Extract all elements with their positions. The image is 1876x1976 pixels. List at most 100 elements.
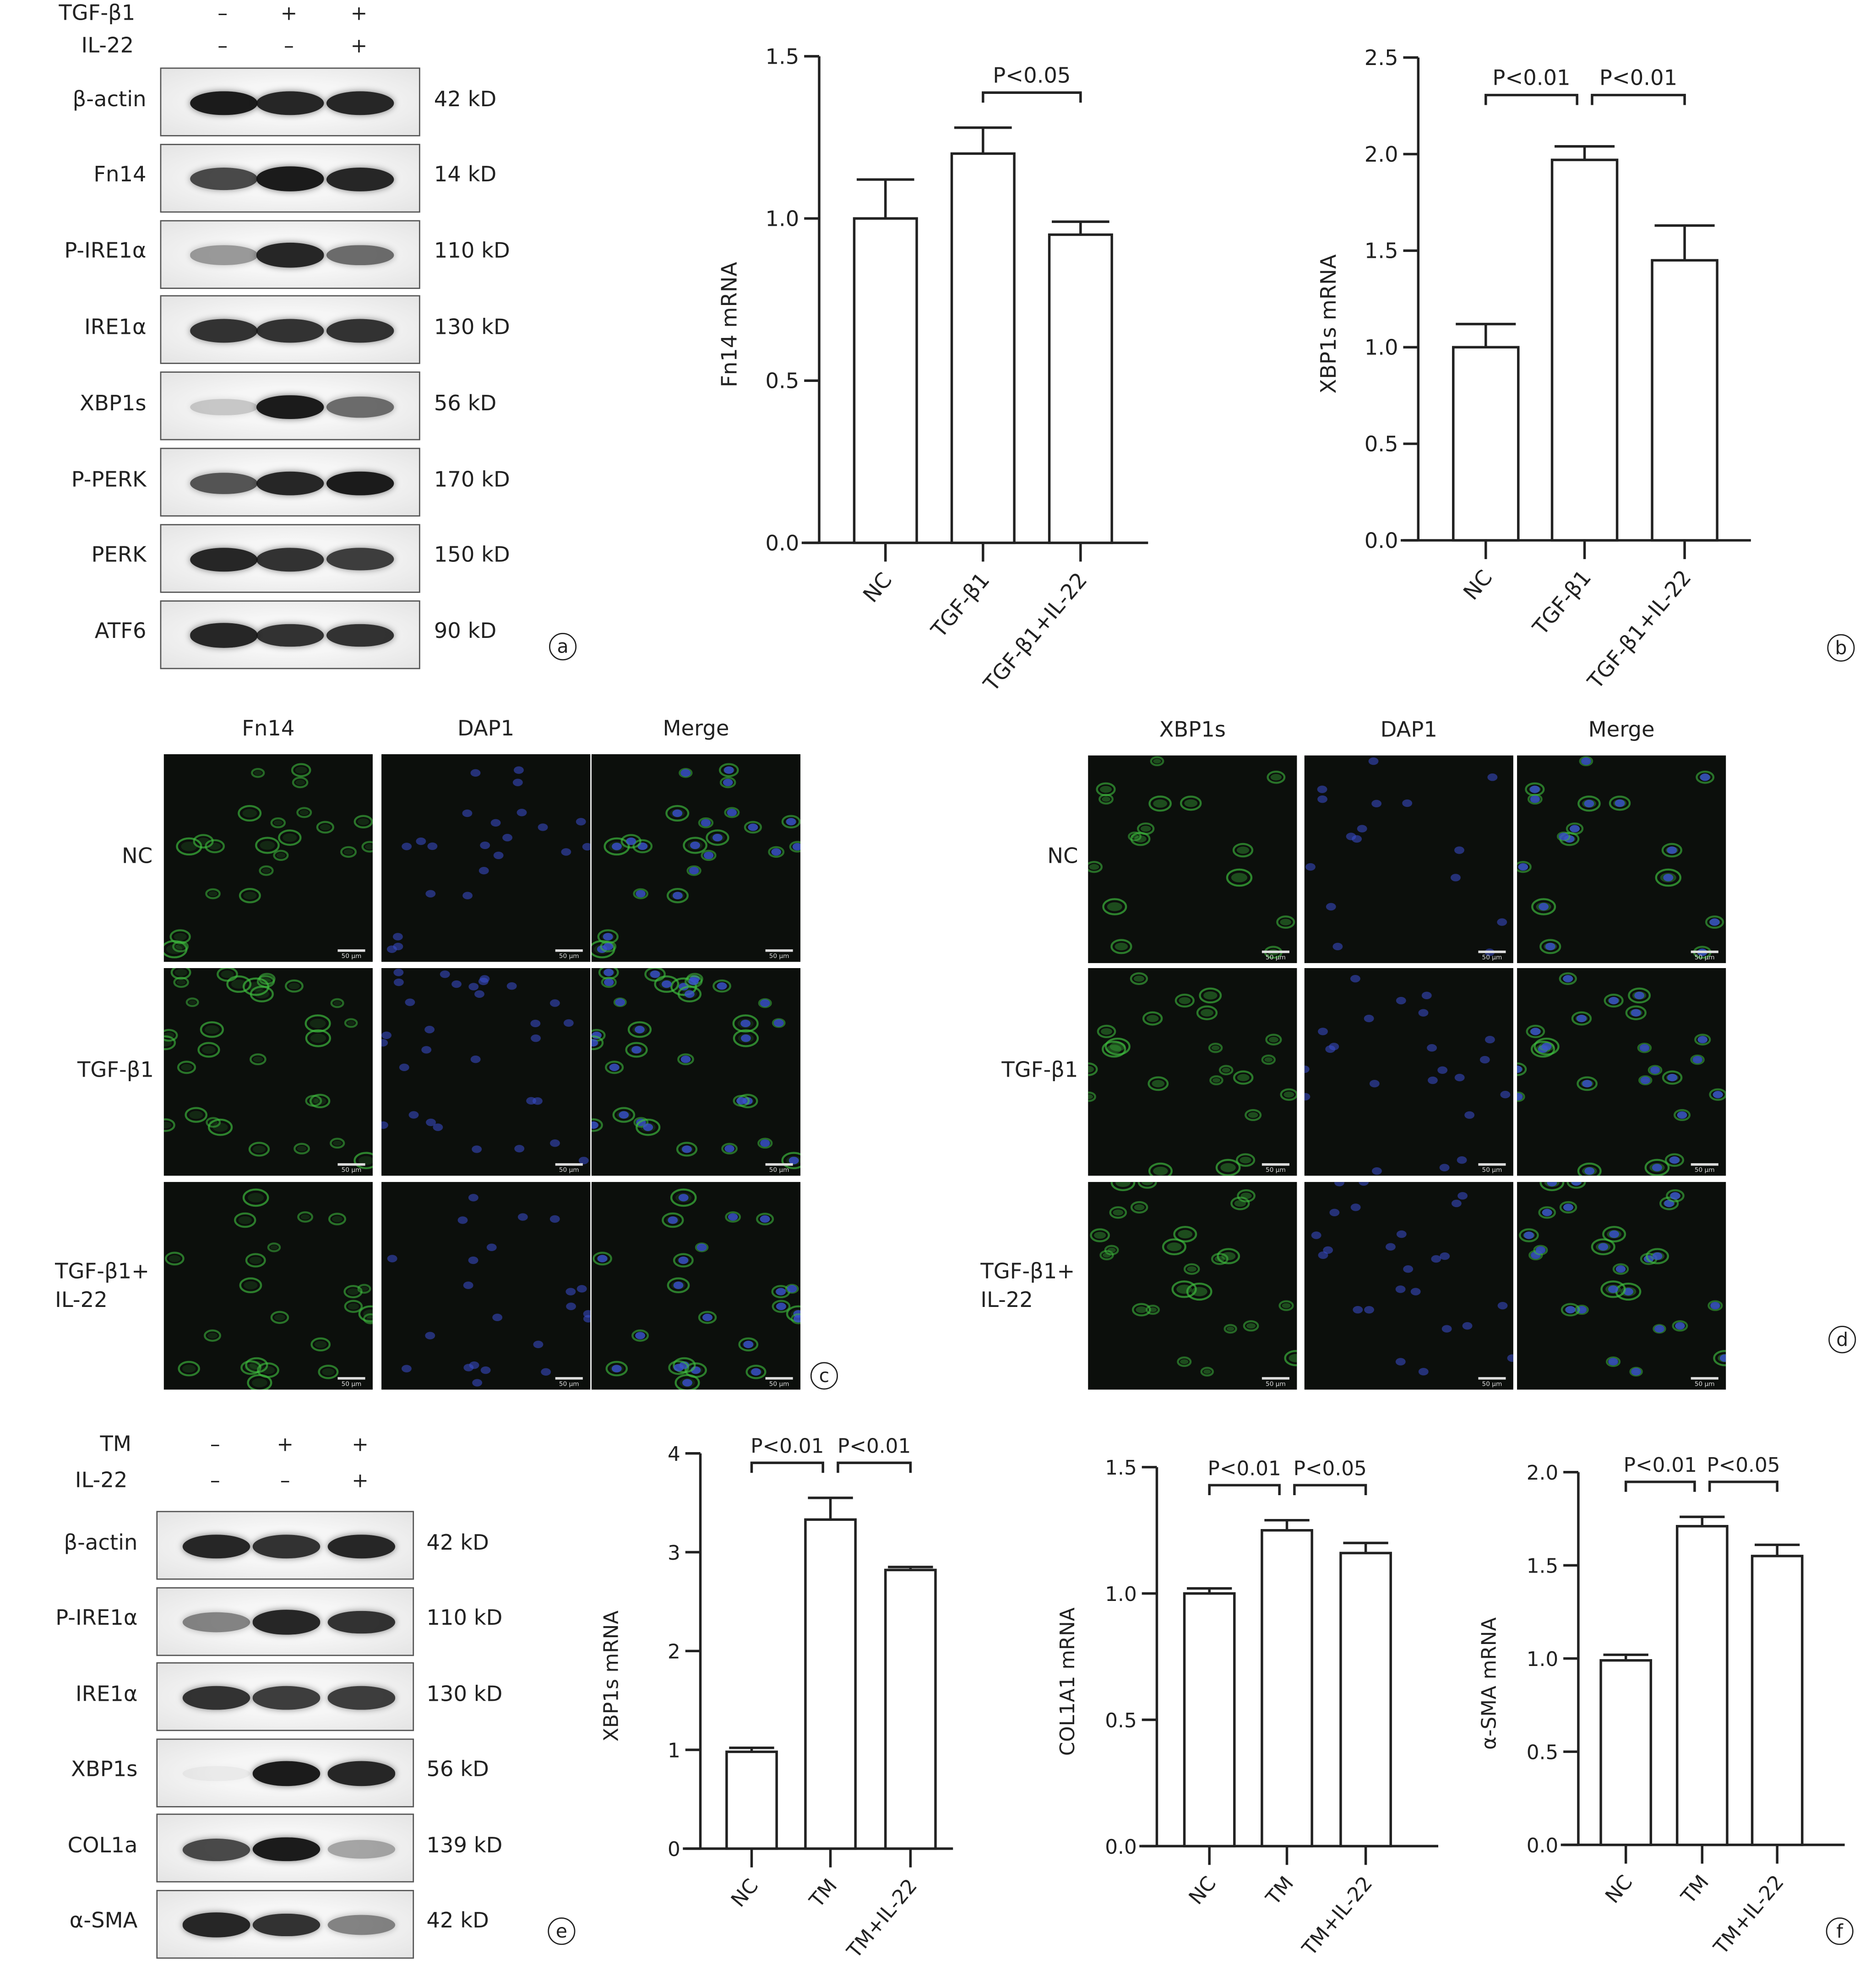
- y-axis-label: α-SMA mRNA: [1478, 1617, 1501, 1750]
- panel-label-d: d: [1828, 1326, 1856, 1354]
- scale-bar-label: 50 μm: [1482, 1381, 1502, 1388]
- protein-band: [326, 167, 394, 191]
- x-tick-label: TM: [1261, 1872, 1298, 1910]
- micrograph-merge: 50 μm: [1517, 1182, 1726, 1390]
- channel-header: XBP1s: [1159, 718, 1226, 743]
- molecular-weight: 139 kD: [426, 1833, 503, 1858]
- bar: [853, 217, 918, 544]
- scale-bar-label: 50 μm: [341, 953, 362, 961]
- protein-band: [182, 1913, 250, 1937]
- protein-band: [256, 91, 324, 115]
- molecular-weight: 42 kD: [426, 1530, 489, 1556]
- y-tick-label: 0.5: [1527, 1741, 1558, 1764]
- protein-band: [256, 243, 324, 267]
- protein-band: [256, 167, 324, 192]
- panel-label-e: e: [548, 1917, 576, 1945]
- protein-band: [327, 1686, 396, 1709]
- scale-bar-label: 50 μm: [1266, 1381, 1286, 1388]
- protein-label: IRE1α: [84, 315, 147, 340]
- blot-strip: [160, 371, 420, 441]
- treatment-label: TGF-β1: [59, 1, 136, 27]
- blot-strip: [160, 599, 420, 669]
- y-axis-label: XBP1s mRNA: [599, 1611, 623, 1742]
- molecular-weight: 90 kD: [434, 619, 497, 644]
- y-tick-label: 0: [668, 1838, 680, 1861]
- molecular-weight: 56 kD: [426, 1757, 489, 1783]
- molecular-weight: 110 kD: [434, 239, 510, 264]
- protein-band: [252, 1761, 321, 1786]
- y-axis-label: Fn14 mRNA: [717, 262, 742, 387]
- micrograph-xbp1s: 50 μm: [1088, 1182, 1297, 1390]
- blot-strip: [156, 1586, 414, 1655]
- y-tick-label: 2.0: [1365, 142, 1398, 167]
- scale-bar-label: 50 μm: [341, 1381, 362, 1388]
- bar: [1599, 1659, 1653, 1846]
- y-tick-label: 1.5: [1365, 239, 1398, 263]
- scale-bar: [555, 1163, 583, 1166]
- y-tick-label: 1.0: [1105, 1583, 1136, 1606]
- p-value-label: P<0.05: [993, 63, 1071, 87]
- protein-label: COL1a: [67, 1833, 138, 1858]
- significance-bracket: [750, 1461, 824, 1473]
- treatment-sign: +: [280, 1, 298, 25]
- p-value-label: P<0.01: [1492, 65, 1570, 90]
- condition-label: TGF-β1+ IL-22: [980, 1259, 1075, 1313]
- scale-bar-label: 50 μm: [559, 1381, 579, 1388]
- significance-bracket: [1293, 1484, 1367, 1496]
- scale-bar: [765, 1377, 793, 1380]
- p-value-label: P<0.01: [750, 1435, 824, 1458]
- protein-band: [256, 548, 324, 572]
- treatment-sign: –: [284, 33, 294, 58]
- scale-bar: [1691, 1163, 1718, 1166]
- molecular-weight: 42 kD: [434, 87, 497, 112]
- protein-band: [326, 91, 394, 115]
- scale-bar: [1478, 1163, 1506, 1166]
- protein-label: ATF6: [94, 619, 147, 644]
- scale-bar: [1262, 1377, 1289, 1380]
- y-tick-label: 1.0: [765, 206, 799, 231]
- micrograph-xbp1s: 50 μm: [1088, 968, 1297, 1176]
- panel-label-f: f: [1826, 1917, 1854, 1945]
- channel-header: DAP1: [457, 717, 515, 742]
- protein-band: [326, 319, 394, 343]
- y-tick-label: 2.5: [1365, 45, 1398, 70]
- bar-chart-2: 0 1 2 3 4 XBP1s mRNA NC TM TM+IL-22 P<0.01 P<0.01: [599, 1435, 953, 1963]
- scale-bar: [337, 949, 365, 952]
- bar: [804, 1518, 857, 1850]
- molecular-weight: 42 kD: [426, 1908, 489, 1934]
- protein-band: [252, 1610, 321, 1634]
- y-axis-label: COL1A1 mRNA: [1056, 1607, 1079, 1756]
- y-tick-label: 1.0: [1365, 335, 1398, 360]
- blot-strip: [156, 1662, 414, 1731]
- treatment-sign: +: [352, 1432, 369, 1456]
- micrograph-dap1: 50 μm: [1304, 755, 1513, 964]
- p-value-label: P<0.05: [1707, 1453, 1780, 1477]
- scale-bar: [555, 949, 583, 952]
- protein-label: XBP1s: [80, 391, 147, 416]
- scale-bar-label: 50 μm: [769, 1381, 789, 1388]
- bar: [725, 1750, 778, 1850]
- protein-band: [252, 1686, 321, 1709]
- x-tick-label: TM+IL-22: [842, 1874, 922, 1963]
- protein-band: [327, 1915, 396, 1935]
- scale-bar: [765, 949, 793, 952]
- protein-band: [256, 395, 324, 420]
- p-value-label: P<0.01: [837, 1435, 911, 1458]
- protein-label: P-PERK: [71, 467, 147, 492]
- blot-strip: [156, 1738, 414, 1807]
- y-tick-label: 0.0: [1365, 528, 1398, 553]
- treatment-sign: –: [210, 1468, 220, 1492]
- blot-strip: [156, 1511, 414, 1580]
- x-tick-label: TM: [805, 1874, 842, 1912]
- protein-band: [190, 168, 258, 191]
- protein-band: [190, 398, 258, 416]
- protein-band: [190, 472, 258, 495]
- p-value-label: P<0.05: [1294, 1457, 1367, 1480]
- significance-bracket: [1708, 1481, 1778, 1492]
- significance-bracket: [1591, 93, 1686, 105]
- protein-band: [326, 397, 394, 418]
- blot-strip: [156, 1813, 414, 1883]
- significance-bracket: [982, 91, 1082, 103]
- x-tick-label: TGF-β1+IL-22: [1582, 565, 1696, 694]
